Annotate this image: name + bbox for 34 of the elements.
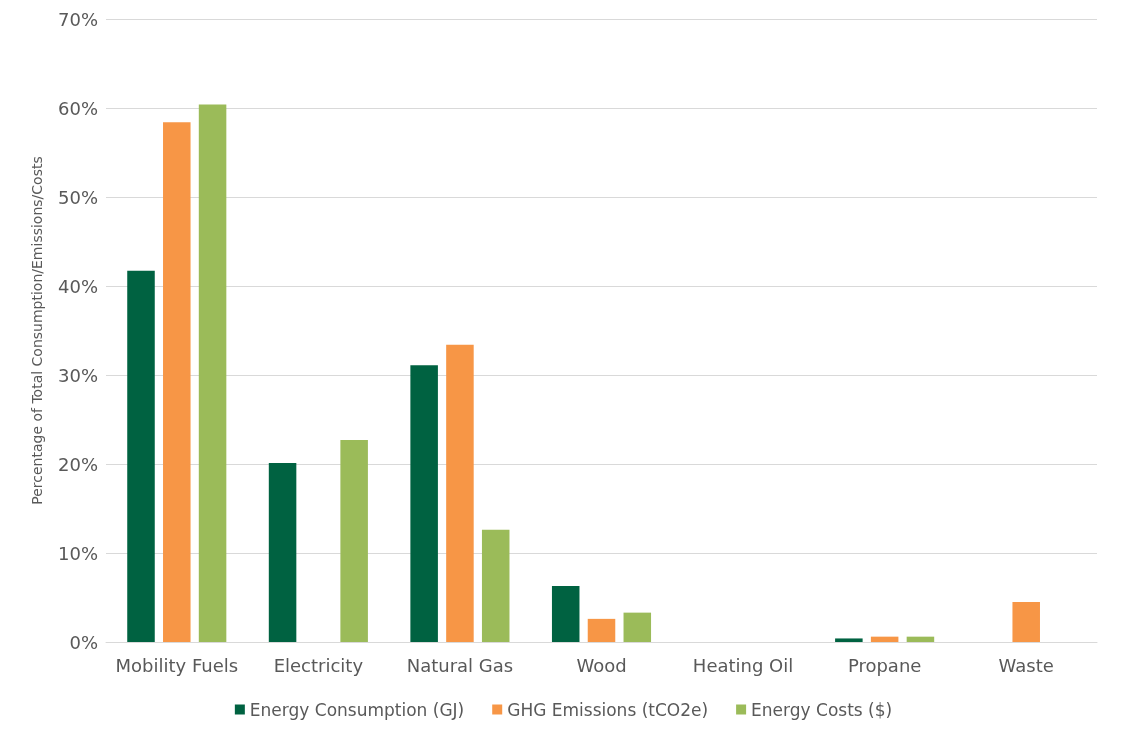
y-tick-label: 70% [57,8,98,30]
bar [127,270,155,642]
bar [1012,601,1040,642]
bar [340,439,368,642]
x-tick-label: Wood [576,654,627,676]
bar [163,122,191,642]
bar [198,104,227,642]
bar [268,463,297,642]
y-tick-label: 20% [57,453,98,475]
bar [835,638,863,642]
bar [410,365,438,642]
x-tick-label: Heating Oil [692,654,794,676]
bar [587,618,616,642]
bar [446,344,474,642]
bar [551,585,580,642]
x-tick-label: Mobility Fuels [115,654,239,676]
y-tick-label: 40% [57,275,98,297]
x-tick-label: Waste [998,654,1054,676]
legend-label: Energy Costs ($) [751,699,893,720]
y-axis-title: Percentage of Total Consumption/Emissions/Costs [29,156,45,505]
x-tick-label: Natural Gas [406,654,514,676]
bar [906,636,935,642]
y-tick-label: 10% [57,542,98,564]
y-tick-label: 0% [69,631,98,653]
bar [481,529,510,642]
legend-label: GHG Emissions (tCO2e) [507,699,709,720]
y-tick-label: 60% [57,97,98,119]
y-tick-label: 50% [57,186,98,208]
bar [623,612,652,642]
x-tick-label: Electricity [273,654,364,676]
legend-label: Energy Consumption (GJ) [249,699,465,720]
x-tick-label: Propane [847,654,922,676]
bar [870,636,899,642]
y-tick-label: 30% [57,364,98,386]
